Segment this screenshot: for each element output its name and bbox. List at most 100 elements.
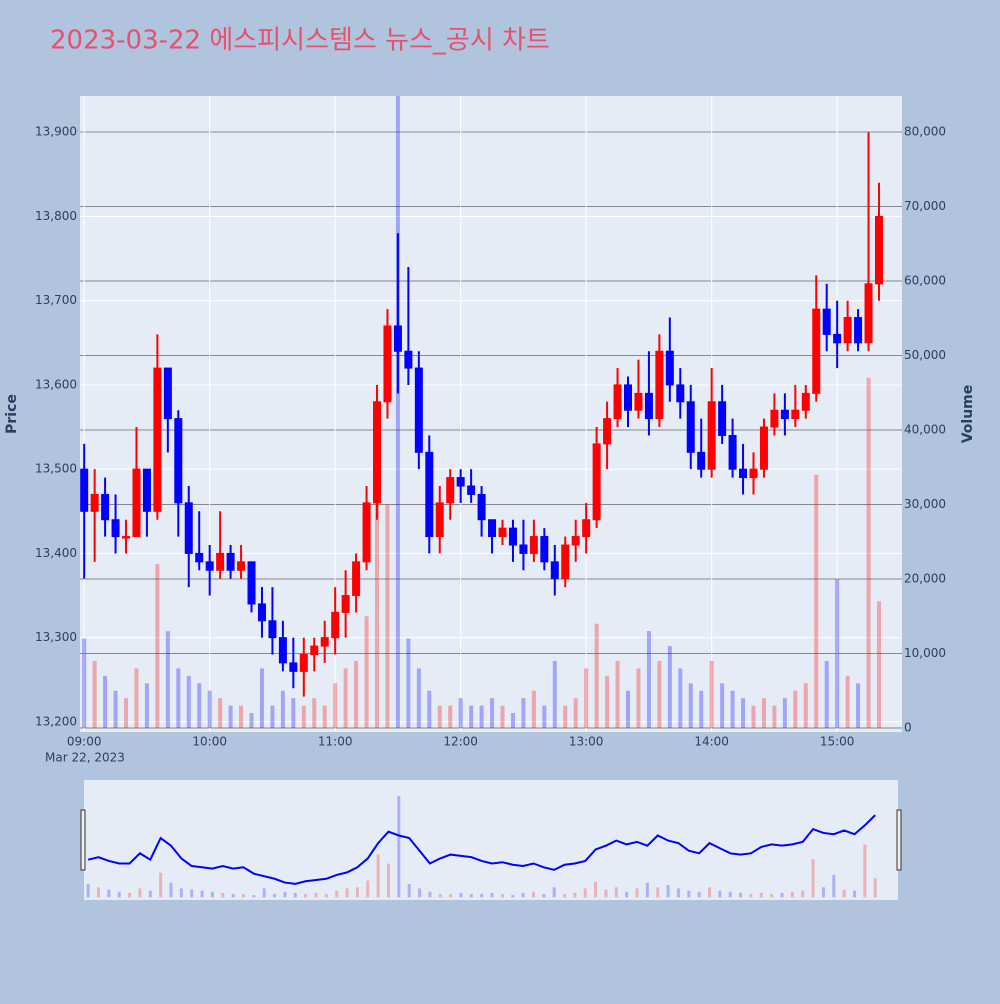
candle-body	[864, 283, 873, 344]
volume-bar	[856, 683, 861, 728]
mini-volume-bar	[573, 892, 577, 898]
mini-volume-bar	[645, 882, 649, 898]
y2-tick-label: 70,000	[904, 199, 946, 213]
candle-body	[874, 215, 883, 285]
mini-volume-bar	[438, 894, 442, 898]
mini-volume-bar	[283, 891, 287, 898]
volume-bar	[876, 601, 881, 728]
mini-volume-bar	[128, 892, 132, 898]
volume-bar	[437, 705, 442, 728]
mini-volume-bar	[790, 891, 794, 898]
candle-body	[791, 409, 800, 420]
mini-volume-bar	[407, 883, 411, 898]
range-slider[interactable]	[84, 780, 898, 900]
volume-bar	[197, 683, 202, 728]
y-tick-label: 13,700	[35, 293, 77, 307]
volume-bar	[144, 683, 149, 728]
mini-volume-bar	[169, 882, 173, 898]
candle-body	[237, 561, 246, 571]
candle-body	[435, 502, 444, 538]
mini-volume-bar	[210, 891, 214, 898]
mini-volume-bar	[345, 888, 349, 898]
mini-volume-bar	[770, 894, 774, 898]
mini-volume-bar	[252, 895, 256, 898]
candle-body	[425, 451, 434, 538]
mini-volume-bar	[614, 887, 618, 898]
mini-volume-bar	[138, 888, 142, 898]
volume-bar	[385, 504, 390, 728]
candle-body	[770, 409, 779, 428]
mini-volume-bar	[469, 894, 473, 898]
y-axis-title: Price	[4, 394, 20, 434]
candle-body	[540, 536, 549, 563]
mini-volume-bar	[697, 891, 701, 898]
volume-bar	[280, 690, 285, 728]
mini-volume-bar	[293, 892, 297, 898]
volume-bar	[531, 690, 536, 728]
mini-volume-bar	[324, 894, 328, 898]
volume-bar	[772, 705, 777, 728]
volume-bar	[657, 660, 662, 728]
candle-body	[644, 392, 653, 420]
volume-bar	[720, 683, 725, 728]
mini-volume-bar	[179, 888, 183, 898]
mini-volume-bar	[480, 894, 484, 898]
candle-body	[268, 620, 277, 639]
candle-body	[718, 401, 727, 436]
volume-bar	[845, 675, 850, 728]
candle-body	[812, 308, 821, 394]
mini-volume-bar	[563, 894, 567, 898]
candle-body	[373, 401, 382, 504]
volume-bar	[646, 631, 651, 728]
volume-bar	[134, 668, 139, 728]
mini-volume-bar	[449, 894, 453, 898]
volume-bar	[364, 616, 369, 728]
volume-bar	[343, 668, 348, 728]
candle-body	[278, 637, 287, 664]
x-tick-label: 14:00	[694, 735, 729, 749]
volume-bar	[636, 668, 641, 728]
range-handle[interactable]	[80, 809, 86, 871]
mini-volume-bar	[386, 863, 390, 898]
volume-bar	[239, 705, 244, 728]
candle-body	[488, 519, 497, 538]
mini-volume-bar	[231, 894, 235, 898]
volume-bar	[322, 705, 327, 728]
volume-bar	[573, 698, 578, 728]
x-tick-label: 10:00	[192, 735, 227, 749]
volume-bar	[510, 713, 515, 728]
volume-bar	[667, 646, 672, 728]
volume-bar	[333, 683, 338, 728]
candle-body	[362, 502, 371, 563]
volume-bar	[709, 660, 714, 728]
candle-body	[90, 493, 99, 512]
candle-body	[310, 645, 319, 656]
mini-volume-bar	[376, 854, 380, 898]
candle-body	[833, 333, 842, 344]
volume-bar	[678, 668, 683, 728]
mini-close-line	[87, 814, 876, 885]
mini-volume-bar	[96, 887, 100, 898]
volume-bar	[312, 698, 317, 728]
y-tick-label: 13,500	[35, 462, 77, 476]
range-handle[interactable]	[896, 809, 902, 871]
y-tick-label: 13,800	[35, 209, 77, 223]
volume-bar	[448, 705, 453, 728]
mini-volume-bar	[107, 889, 111, 898]
volume-bar	[228, 705, 233, 728]
volume-bar	[113, 690, 118, 728]
mini-volume-bar	[241, 894, 245, 898]
volume-bar	[458, 698, 463, 728]
volume-bar	[427, 690, 432, 728]
plot-area	[80, 96, 902, 732]
mini-volume-bar	[335, 890, 339, 898]
volume-bar	[803, 683, 808, 728]
candle-body	[571, 536, 580, 546]
y2-axis-title: Volume	[960, 385, 976, 444]
candle-body	[854, 317, 863, 344]
candle-body	[195, 552, 204, 563]
y-tick-label: 13,600	[35, 377, 77, 391]
mini-volume-bar	[148, 890, 152, 898]
candle-body	[446, 477, 455, 504]
candle-body	[686, 401, 695, 453]
